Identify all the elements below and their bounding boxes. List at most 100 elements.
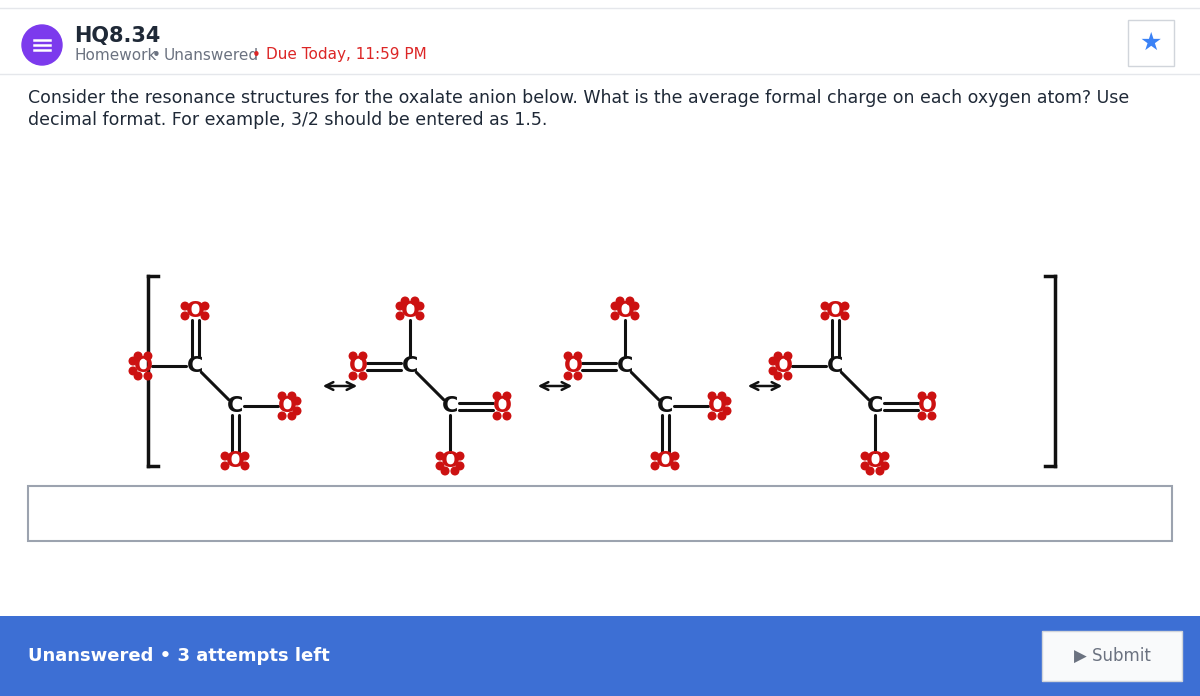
Circle shape <box>774 352 782 360</box>
Circle shape <box>241 452 248 460</box>
Circle shape <box>359 372 367 380</box>
Circle shape <box>396 312 403 319</box>
Bar <box>1128 20 1174 66</box>
Circle shape <box>918 412 926 420</box>
Circle shape <box>144 352 151 360</box>
Text: C: C <box>402 356 418 376</box>
Circle shape <box>928 412 936 420</box>
Text: C: C <box>442 396 458 416</box>
Circle shape <box>416 312 424 319</box>
Text: O: O <box>186 301 204 321</box>
Circle shape <box>288 412 295 420</box>
Circle shape <box>724 397 731 405</box>
Circle shape <box>574 352 582 360</box>
Circle shape <box>918 393 926 400</box>
Circle shape <box>359 352 367 360</box>
Text: ★: ★ <box>1140 31 1162 55</box>
Circle shape <box>396 302 403 310</box>
Circle shape <box>503 393 511 400</box>
Circle shape <box>442 467 449 475</box>
Circle shape <box>784 372 792 380</box>
Circle shape <box>288 393 295 400</box>
Circle shape <box>718 393 726 400</box>
Circle shape <box>134 372 142 380</box>
Circle shape <box>451 467 458 475</box>
Text: O: O <box>564 356 582 376</box>
Circle shape <box>181 312 188 319</box>
Circle shape <box>416 302 424 310</box>
Text: O: O <box>826 301 845 321</box>
Circle shape <box>456 462 463 470</box>
Circle shape <box>278 412 286 420</box>
Text: C: C <box>617 356 634 376</box>
Text: ▶ Submit: ▶ Submit <box>1074 647 1151 665</box>
Text: C: C <box>827 356 844 376</box>
Circle shape <box>22 25 62 65</box>
Text: •: • <box>252 47 260 63</box>
Circle shape <box>652 462 659 470</box>
Circle shape <box>862 452 869 460</box>
Circle shape <box>862 462 869 470</box>
Circle shape <box>881 462 889 470</box>
Circle shape <box>293 397 301 405</box>
Text: Consider the resonance structures for the oxalate anion below. What is the avera: Consider the resonance structures for th… <box>28 89 1129 107</box>
Circle shape <box>130 367 137 374</box>
Circle shape <box>631 302 638 310</box>
Circle shape <box>611 302 619 310</box>
Text: decimal format. For example, 3/2 should be entered as 1.5.: decimal format. For example, 3/2 should … <box>28 111 547 129</box>
Circle shape <box>866 467 874 475</box>
Text: O: O <box>616 301 635 321</box>
Circle shape <box>564 372 572 380</box>
Text: O: O <box>708 396 726 416</box>
Circle shape <box>202 302 209 310</box>
Circle shape <box>144 372 151 380</box>
Circle shape <box>493 393 500 400</box>
Circle shape <box>293 407 301 415</box>
Bar <box>0 616 1200 696</box>
Circle shape <box>493 412 500 420</box>
Text: O: O <box>440 451 460 471</box>
Circle shape <box>617 297 624 305</box>
Text: O: O <box>865 451 884 471</box>
Text: O: O <box>133 356 152 376</box>
Circle shape <box>769 367 776 374</box>
Circle shape <box>437 462 444 470</box>
Text: C: C <box>227 396 244 416</box>
Circle shape <box>202 312 209 319</box>
Circle shape <box>564 352 572 360</box>
Circle shape <box>774 372 782 380</box>
Circle shape <box>671 452 679 460</box>
Circle shape <box>769 357 776 365</box>
Text: Unanswered: Unanswered <box>164 47 259 63</box>
Circle shape <box>784 352 792 360</box>
Text: C: C <box>656 396 673 416</box>
Text: O: O <box>918 396 936 416</box>
Text: Type your numeric answer and submit: Type your numeric answer and submit <box>28 501 347 519</box>
Circle shape <box>841 312 848 319</box>
Text: O: O <box>277 396 296 416</box>
Circle shape <box>652 452 659 460</box>
Circle shape <box>671 462 679 470</box>
Circle shape <box>349 352 356 360</box>
Circle shape <box>821 302 829 310</box>
Circle shape <box>928 393 936 400</box>
Circle shape <box>456 452 463 460</box>
Text: O: O <box>655 451 674 471</box>
Text: O: O <box>492 396 511 416</box>
Circle shape <box>241 462 248 470</box>
Circle shape <box>574 372 582 380</box>
Circle shape <box>181 302 188 310</box>
Text: Unanswered • 3 attempts left: Unanswered • 3 attempts left <box>28 647 330 665</box>
Circle shape <box>708 412 716 420</box>
Text: Due Today, 11:59 PM: Due Today, 11:59 PM <box>266 47 427 63</box>
Circle shape <box>349 372 356 380</box>
Circle shape <box>876 467 883 475</box>
Circle shape <box>437 452 444 460</box>
Circle shape <box>221 452 229 460</box>
Text: •: • <box>152 47 161 63</box>
Circle shape <box>631 312 638 319</box>
Text: O: O <box>774 356 792 376</box>
Circle shape <box>724 407 731 415</box>
Bar <box>1042 631 1182 681</box>
Circle shape <box>130 357 137 365</box>
